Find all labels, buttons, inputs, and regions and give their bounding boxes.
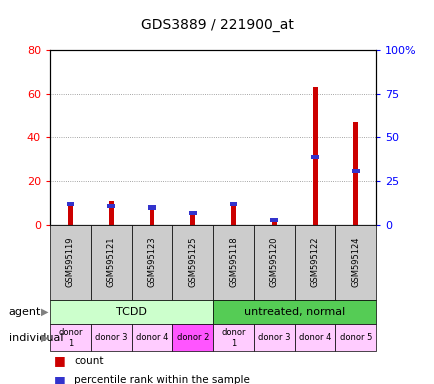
- Text: ▶: ▶: [41, 307, 49, 317]
- Text: percentile rank within the sample: percentile rank within the sample: [74, 375, 249, 384]
- Bar: [188, 211, 196, 215]
- Bar: [50, 225, 91, 300]
- Text: GSM595122: GSM595122: [310, 237, 319, 287]
- Bar: [131, 225, 172, 300]
- Text: donor 3: donor 3: [257, 333, 290, 343]
- Text: donor
1: donor 1: [221, 328, 245, 348]
- Text: donor 5: donor 5: [339, 333, 371, 343]
- Text: GSM595121: GSM595121: [106, 237, 115, 287]
- Text: untreated, normal: untreated, normal: [243, 307, 345, 317]
- Bar: [229, 202, 237, 206]
- Bar: [351, 169, 359, 173]
- Bar: [91, 225, 131, 300]
- Bar: [270, 218, 278, 222]
- Bar: [91, 324, 131, 351]
- Bar: [312, 87, 317, 225]
- Bar: [213, 324, 253, 351]
- Bar: [213, 225, 253, 300]
- Bar: [66, 202, 74, 206]
- Text: donor 2: donor 2: [176, 333, 208, 343]
- Bar: [148, 205, 155, 210]
- Bar: [335, 225, 375, 300]
- Bar: [294, 225, 335, 300]
- Bar: [213, 300, 375, 324]
- Bar: [335, 324, 375, 351]
- Text: GSM595125: GSM595125: [188, 237, 197, 287]
- Text: donor
1: donor 1: [58, 328, 82, 348]
- Text: donor 3: donor 3: [95, 333, 127, 343]
- Bar: [68, 203, 72, 225]
- Bar: [172, 324, 213, 351]
- Bar: [172, 225, 213, 300]
- Text: ■: ■: [54, 354, 66, 367]
- Bar: [108, 200, 113, 225]
- Bar: [107, 204, 115, 208]
- Bar: [131, 324, 172, 351]
- Text: agent: agent: [9, 307, 41, 317]
- Text: GSM595119: GSM595119: [66, 237, 75, 287]
- Bar: [253, 324, 294, 351]
- Bar: [352, 122, 358, 225]
- Bar: [230, 203, 235, 225]
- Bar: [253, 225, 294, 300]
- Bar: [50, 324, 91, 351]
- Bar: [50, 300, 213, 324]
- Text: GDS3889 / 221900_at: GDS3889 / 221900_at: [141, 18, 293, 32]
- Bar: [294, 324, 335, 351]
- Bar: [310, 155, 318, 159]
- Text: donor 4: donor 4: [298, 333, 331, 343]
- Text: TCDD: TCDD: [116, 307, 147, 317]
- Bar: [149, 207, 154, 225]
- Text: ▶: ▶: [41, 333, 49, 343]
- Text: individual: individual: [9, 333, 63, 343]
- Text: GSM595123: GSM595123: [147, 237, 156, 287]
- Text: donor 4: donor 4: [135, 333, 168, 343]
- Bar: [271, 218, 276, 225]
- Text: ■: ■: [54, 374, 66, 384]
- Text: GSM595124: GSM595124: [351, 237, 359, 287]
- Text: count: count: [74, 356, 103, 366]
- Text: GSM595120: GSM595120: [269, 237, 278, 287]
- Bar: [190, 214, 195, 225]
- Text: GSM595118: GSM595118: [229, 237, 237, 287]
